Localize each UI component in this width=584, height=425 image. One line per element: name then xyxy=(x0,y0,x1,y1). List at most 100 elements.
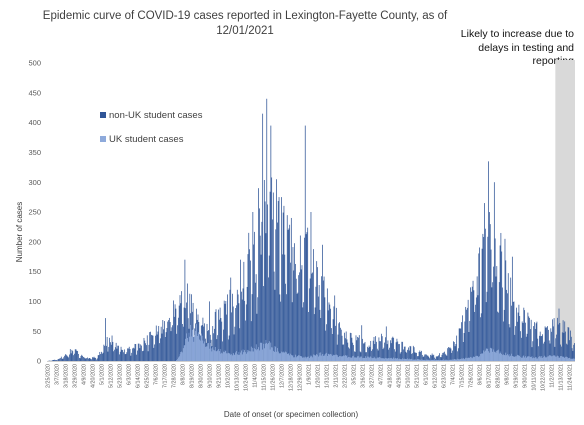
bar-uk xyxy=(275,346,277,361)
bar-uk xyxy=(352,356,354,361)
bar-non-uk xyxy=(354,351,356,361)
bar-non-uk xyxy=(213,333,214,361)
bar-uk xyxy=(555,356,557,361)
bar-non-uk xyxy=(184,259,186,361)
bar-uk xyxy=(225,351,227,361)
bar-uk xyxy=(388,358,390,361)
bar-uk xyxy=(471,357,472,361)
bar-uk xyxy=(219,349,221,361)
bar-non-uk xyxy=(215,309,217,361)
bar-uk xyxy=(449,359,451,361)
bar-uk xyxy=(508,354,510,361)
bar-uk xyxy=(502,355,503,361)
bar-uk xyxy=(371,358,373,361)
bar-uk xyxy=(331,355,333,361)
bar-non-uk xyxy=(142,350,144,361)
bar-uk xyxy=(408,358,410,361)
bar-uk xyxy=(404,358,406,361)
bar-non-uk xyxy=(310,212,312,361)
y-tick-label: 500 xyxy=(28,59,41,68)
bar-uk xyxy=(277,351,279,361)
bar-uk xyxy=(302,357,304,361)
x-tick-label: 5/21/2021 xyxy=(415,364,421,388)
bar-non-uk xyxy=(156,334,158,361)
bar-uk xyxy=(446,359,448,361)
bar-uk xyxy=(348,356,349,361)
bar-non-uk xyxy=(70,353,72,361)
bar-uk xyxy=(303,357,304,361)
bar-non-uk xyxy=(393,337,395,361)
bar-non-uk xyxy=(496,266,498,361)
bar-uk xyxy=(474,357,476,361)
bar-non-uk xyxy=(469,320,471,361)
bar-non-uk xyxy=(408,350,410,361)
bar-uk xyxy=(281,352,283,361)
bar-uk xyxy=(251,351,253,361)
bar-non-uk xyxy=(326,288,328,361)
bar-uk xyxy=(534,357,536,361)
bar-uk xyxy=(284,352,286,361)
bar-uk xyxy=(176,360,178,361)
bar-non-uk xyxy=(251,294,253,361)
bar-uk xyxy=(563,357,565,361)
bar-non-uk xyxy=(455,344,457,361)
bar-uk xyxy=(553,355,555,361)
bar-uk xyxy=(308,358,310,361)
bar-non-uk xyxy=(287,229,289,361)
bar-non-uk xyxy=(325,330,327,361)
bar-non-uk xyxy=(114,347,116,361)
bar-uk xyxy=(182,348,184,361)
bar-uk xyxy=(217,350,219,361)
bar-uk xyxy=(365,356,367,361)
bar-non-uk xyxy=(394,351,396,361)
bar-uk xyxy=(285,351,286,361)
bar-non-uk xyxy=(272,219,273,361)
bar-non-uk xyxy=(153,347,155,361)
bar-non-uk xyxy=(299,235,301,361)
bar-non-uk xyxy=(507,273,509,361)
bar-uk xyxy=(340,356,341,361)
bar-non-uk xyxy=(534,322,535,361)
bar-non-uk xyxy=(259,235,261,361)
bar-non-uk xyxy=(84,358,86,361)
bar-uk xyxy=(210,348,212,361)
bar-uk xyxy=(561,356,563,361)
y-tick-label: 0 xyxy=(37,357,41,366)
bar-uk xyxy=(534,358,535,361)
bar-non-uk xyxy=(477,295,479,361)
bar-uk xyxy=(191,330,193,361)
bar-uk xyxy=(187,341,189,361)
bar-non-uk xyxy=(242,288,244,361)
bar-non-uk xyxy=(263,180,265,361)
bar-non-uk xyxy=(400,351,402,361)
bar-non-uk xyxy=(65,354,67,361)
bar-uk xyxy=(259,342,261,361)
bar-non-uk xyxy=(121,349,123,361)
bar-uk xyxy=(465,357,467,361)
bar-uk xyxy=(410,359,412,361)
bar-non-uk xyxy=(101,351,102,361)
bar-uk xyxy=(271,347,273,361)
bar-non-uk xyxy=(444,351,445,361)
bar-uk xyxy=(398,359,399,361)
bar-non-uk xyxy=(388,349,390,361)
bar-uk xyxy=(262,349,264,361)
bar-uk xyxy=(557,356,559,361)
bar-non-uk xyxy=(53,359,55,361)
bar-non-uk xyxy=(250,260,251,361)
bar-uk xyxy=(304,356,306,361)
bar-uk xyxy=(541,356,543,361)
bar-uk xyxy=(549,355,551,361)
bar-non-uk xyxy=(507,293,508,361)
bar-non-uk xyxy=(273,271,275,361)
bar-uk xyxy=(455,359,457,361)
bar-uk xyxy=(335,354,336,361)
bar-uk xyxy=(530,357,532,361)
bar-uk xyxy=(406,359,408,361)
bar-non-uk xyxy=(346,339,348,361)
bar-uk xyxy=(382,358,384,361)
bar-uk xyxy=(233,354,235,361)
bar-uk xyxy=(514,356,516,361)
bar-non-uk xyxy=(138,343,140,361)
bar-uk xyxy=(519,355,521,361)
